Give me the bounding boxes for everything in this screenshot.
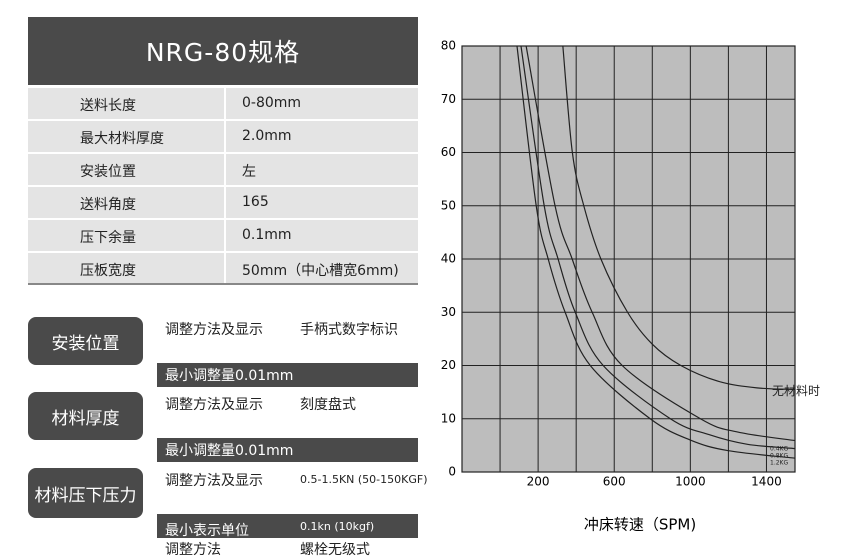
row-text: 调整方法及显示 [165, 322, 263, 338]
spec-title: NRG-80规格 [28, 17, 418, 85]
col-divider [224, 121, 226, 152]
curve [525, 45, 796, 442]
col-divider [224, 220, 226, 251]
table-rule [28, 283, 418, 285]
spec-row: 最大材料厚度 2.0mm [28, 121, 418, 152]
spec-row: 送料角度 165 [28, 187, 418, 218]
section-label: 材料厚度 [28, 392, 143, 440]
spec-label: 最大材料厚度 [80, 131, 164, 147]
spec-value: 165 [242, 194, 269, 210]
y-tick-label: 70 [441, 92, 456, 106]
spec-row: 压板宽度 50mm（中心槽宽6mm) [28, 253, 418, 284]
section-label: 材料压下压力 [28, 468, 143, 518]
col-divider [224, 154, 226, 185]
spec-row: 安装位置 左 [28, 154, 418, 185]
row-text: 最小调整量0.01mm [165, 368, 294, 384]
x-tick-label: 200 [527, 475, 550, 489]
spec-row: 压下余量 0.1mm [28, 220, 418, 251]
x-tick-label: 1000 [675, 475, 706, 489]
col-divider [224, 187, 226, 218]
series-label: 0.4KG [770, 446, 788, 453]
highlight-row: 最小调整量0.01mm [157, 438, 418, 462]
spec-label: 安装位置 [80, 164, 136, 180]
spec-label: 送料角度 [80, 197, 136, 213]
spec-value: 2.0mm [242, 128, 292, 144]
row-text: 最小调整量0.01mm [165, 443, 294, 459]
row-text: 手柄式数字标识 [300, 322, 398, 338]
spec-label: 送料长度 [80, 98, 136, 114]
y-tick-label: 50 [441, 198, 456, 212]
spec-value: 0-80mm [242, 95, 302, 111]
row-text: 0.1kn (10kgf) [300, 520, 375, 533]
series-label: 1.2KG [770, 460, 788, 467]
y-tick-label: 10 [441, 411, 456, 425]
curve [562, 45, 796, 391]
col-divider [224, 253, 226, 284]
row-text: 最小表示单位 [165, 523, 249, 539]
row-text: 0.5-1.5KN (50-150KGF) [300, 473, 428, 486]
curve [520, 45, 796, 450]
series-label: 无材料时 [772, 384, 820, 398]
page: NRG-80规格 送料长度 0-80mm 最大材料厚度 2.0mm 安装位置 左送料角度 1… [28, 17, 821, 558]
spec-value: 0.1mm [242, 227, 292, 243]
row-text: 调整方法及显示 [165, 473, 263, 489]
row-text: 刻度盘式 [300, 397, 356, 413]
spec-value: 左 [242, 164, 256, 180]
section-label: 安装位置 [28, 317, 143, 365]
row-text: 调整方法及显示 [165, 397, 263, 413]
y-tick-label: 30 [441, 305, 456, 319]
curve [516, 45, 796, 459]
x-tick-label: 600 [603, 475, 626, 489]
col-divider [224, 88, 226, 119]
spec-label: 压板宽度 [80, 263, 136, 279]
x-axis-title: 冲床转速（SPM) [584, 516, 696, 534]
y-tick-label: 20 [441, 358, 456, 372]
spec-value: 50mm（中心槽宽6mm) [242, 263, 399, 279]
x-tick-label: 1400 [751, 475, 782, 489]
y-tick-label: 60 [441, 145, 456, 159]
y-tick-label: 80 [441, 39, 456, 53]
chart: 200 600 1000 1400 0 10 20 30 40 50 60 70 80 冲床转速（SPM)… [441, 39, 820, 534]
highlight-row: 最小表示单位 0.1kn (10kgf) [157, 514, 418, 539]
spec-row: 送料长度 0-80mm [28, 88, 418, 119]
highlight-row: 最小调整量0.01mm [157, 363, 418, 387]
y-tick-label: 0 [448, 465, 456, 479]
spec-label: 压下余量 [80, 230, 136, 246]
y-tick-label: 40 [441, 252, 456, 266]
